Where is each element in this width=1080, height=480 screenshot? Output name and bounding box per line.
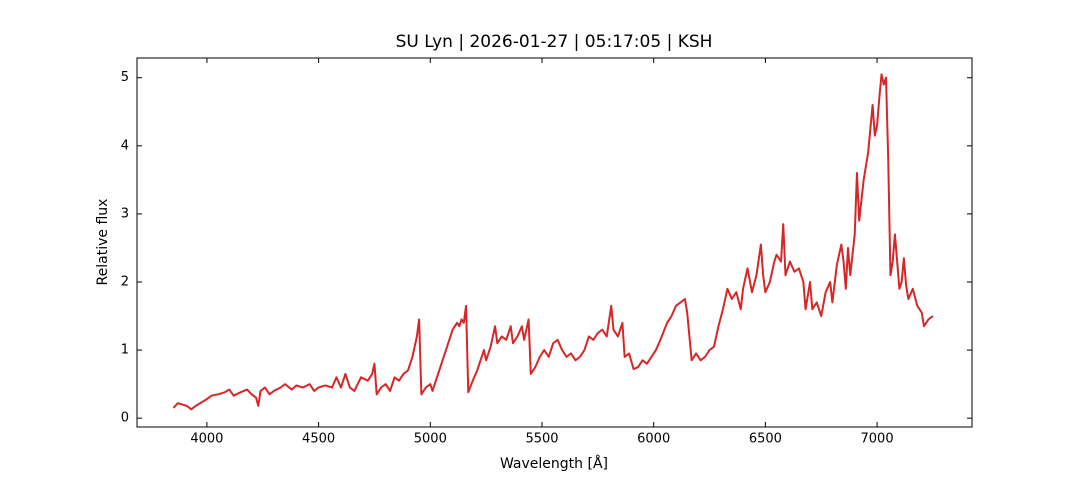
y-tick-label: 3: [121, 206, 129, 221]
x-tick-label: 7000: [861, 432, 894, 447]
y-tick-label: 4: [121, 138, 129, 153]
spectrum-line: [172, 73, 934, 411]
chart-title: SU Lyn | 2026-01-27 | 05:17:05 | KSH: [396, 32, 713, 52]
x-tick-label: 6500: [749, 432, 782, 447]
plot-frame: [136, 57, 973, 428]
x-axis-label: Wavelength [Å]: [500, 455, 608, 472]
y-tick-label: 0: [121, 411, 129, 426]
y-axis-label: Relative flux: [95, 199, 111, 286]
x-tick-label: 6000: [637, 432, 670, 447]
x-tick-label: 4000: [190, 432, 223, 447]
x-tick-label: 4500: [302, 432, 335, 447]
y-tick-label: 1: [121, 343, 129, 358]
y-tick-label: 2: [121, 274, 129, 289]
x-tick-label: 5000: [414, 432, 447, 447]
y-tick-label: 5: [121, 70, 129, 85]
x-tick-label: 5500: [525, 432, 558, 447]
